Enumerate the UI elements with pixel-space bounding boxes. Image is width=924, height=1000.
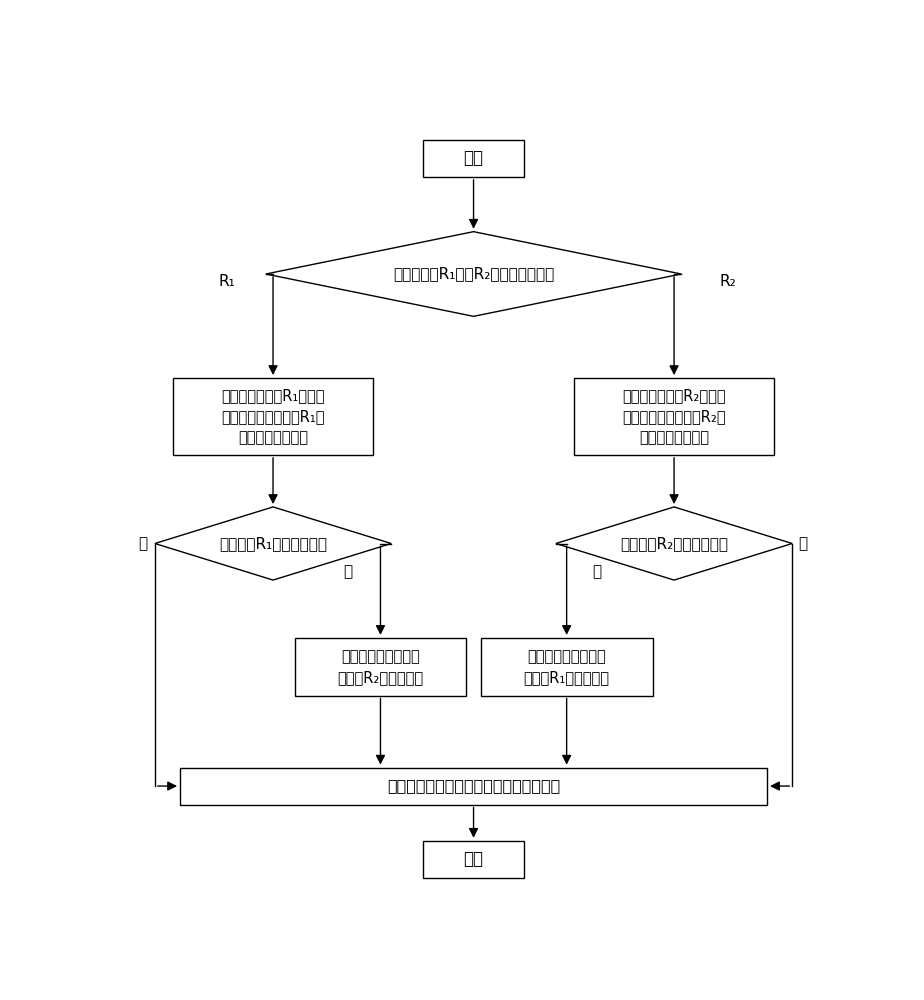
- Bar: [423, 140, 524, 177]
- Polygon shape: [556, 507, 792, 580]
- Bar: [180, 768, 767, 805]
- Text: 源节点通过所选分支发送数据至目标节点: 源节点通过所选分支发送数据至目标节点: [387, 779, 560, 794]
- Text: 估计当前帧中继R₂链路的
信道参数，判断中继R₂能
否提供保密通信；: 估计当前帧中继R₂链路的 信道参数，判断中继R₂能 否提供保密通信；: [622, 388, 726, 445]
- Text: 是: 是: [139, 536, 147, 551]
- Polygon shape: [266, 232, 681, 316]
- Text: 是否中继R₂中继分支驻留: 是否中继R₂中继分支驻留: [620, 536, 728, 551]
- Bar: [295, 638, 467, 696]
- Bar: [173, 378, 373, 455]
- Text: 分支切换，估计当前
帧中继R₁的信道参数: 分支切换，估计当前 帧中继R₁的信道参数: [524, 649, 610, 685]
- Text: 结束: 结束: [464, 850, 483, 868]
- Bar: [423, 841, 524, 878]
- Text: R₂: R₂: [720, 274, 736, 289]
- Text: 分支切换，估计当前
帧中继R₂的信道参数: 分支切换，估计当前 帧中继R₂的信道参数: [337, 649, 423, 685]
- Text: 是否中继R₁中继分支驻留: 是否中继R₁中继分支驻留: [219, 536, 327, 551]
- Text: 否: 否: [344, 564, 353, 579]
- Text: 开始: 开始: [464, 149, 483, 167]
- Bar: [574, 378, 774, 455]
- Text: 否: 否: [592, 564, 602, 579]
- Text: 估计当前帧中继R₁链路的
信道参数，判断中继R₁能
否提供保密通信；: 估计当前帧中继R₁链路的 信道参数，判断中继R₁能 否提供保密通信；: [221, 388, 325, 445]
- Bar: [480, 638, 652, 696]
- Text: R₁: R₁: [218, 274, 235, 289]
- Text: 是: 是: [798, 536, 808, 551]
- Polygon shape: [155, 507, 391, 580]
- Text: 前一帧使用R₁还是R₂进行数据通信？: 前一帧使用R₁还是R₂进行数据通信？: [393, 266, 554, 282]
